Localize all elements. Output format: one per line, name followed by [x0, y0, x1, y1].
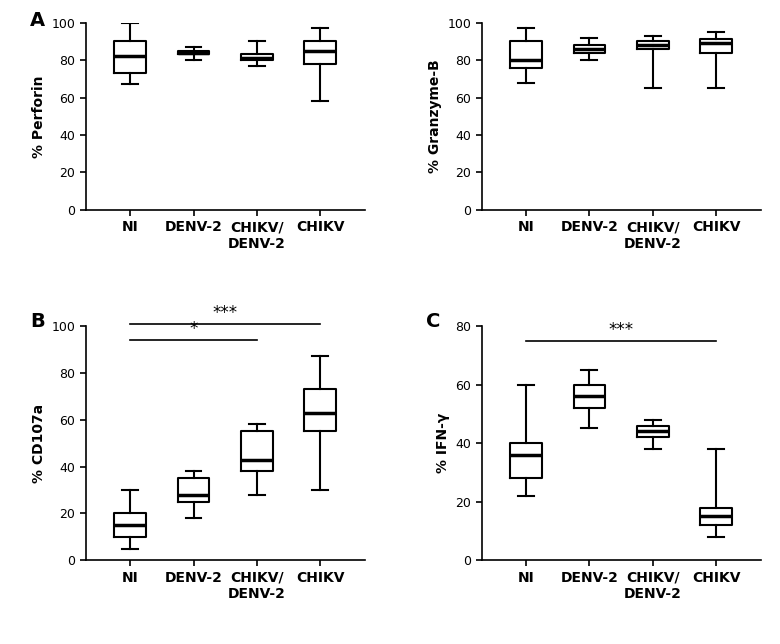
Y-axis label: % IFN-γ: % IFN-γ [436, 413, 450, 473]
Text: ***: *** [608, 321, 633, 339]
Text: B: B [30, 312, 44, 331]
Y-axis label: % Perforin: % Perforin [32, 75, 46, 158]
Text: ***: *** [213, 304, 238, 322]
Text: C: C [426, 312, 441, 331]
Text: A: A [30, 12, 45, 30]
Y-axis label: % Granzyme-B: % Granzyme-B [428, 59, 441, 173]
Y-axis label: % CD107a: % CD107a [32, 404, 46, 483]
Text: *: * [190, 320, 197, 338]
